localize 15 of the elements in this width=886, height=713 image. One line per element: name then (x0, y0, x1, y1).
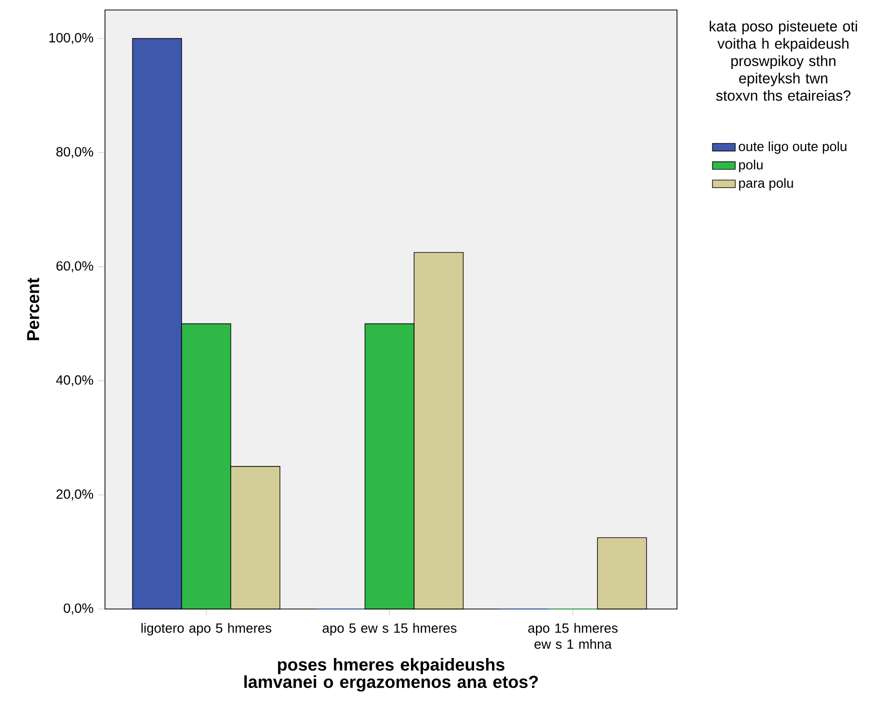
x-axis-title: poses hmeres ekpaideushs lamvanei o ergazomenos ana etos? (244, 658, 538, 692)
y-tick-label: 100,0% (49, 33, 94, 44)
y-tick-label: 60,0% (56, 261, 94, 272)
y-tick-label: 80,0% (56, 147, 94, 158)
x-tick-label: ligotero apo 5 hmeres (142, 623, 272, 636)
x-tick-label: apo 15 hmeres ew s 1 mhna (528, 623, 618, 649)
y-tick-label: 0,0% (64, 603, 94, 615)
legend-label: polu (739, 160, 763, 172)
y-axis-title: Percent (27, 278, 40, 340)
legend-label: oute ligo oute polu (738, 141, 846, 154)
legend-label: para polu (739, 178, 793, 190)
y-tick-label: 20,0% (56, 489, 94, 500)
legend-title: kata poso pisteuete oti voitha h ekpaideush proswpikoy sthn epiteyksh twn stoxvn ths etaireias? (710, 20, 857, 101)
x-tick-label: apo 5 ew s 15 hmeres (322, 623, 456, 636)
y-tick-label: 40,0% (56, 375, 94, 386)
